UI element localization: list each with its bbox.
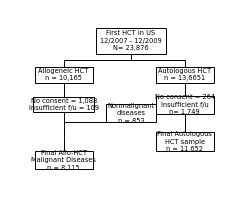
Text: No consent = 264
Insufficient f/u
n= 1,749: No consent = 264 Insufficient f/u n= 1,7… [155, 94, 215, 115]
FancyBboxPatch shape [156, 95, 214, 114]
FancyBboxPatch shape [156, 67, 214, 83]
FancyBboxPatch shape [35, 67, 93, 83]
FancyBboxPatch shape [96, 28, 166, 54]
Text: Nonmalignant
diseases
n = 853: Nonmalignant diseases n = 853 [107, 103, 155, 124]
Text: Autologous HCT
n = 13,6651: Autologous HCT n = 13,6651 [158, 68, 211, 81]
Text: No consent = 1,088
Insufficient f/u = 109: No consent = 1,088 Insufficient f/u = 10… [29, 98, 99, 111]
Text: Allogeneic HCT
n = 10,165: Allogeneic HCT n = 10,165 [38, 68, 89, 81]
FancyBboxPatch shape [106, 104, 156, 122]
Text: Final Autologous
HCT sample
n = 11,652: Final Autologous HCT sample n = 11,652 [157, 131, 212, 152]
FancyBboxPatch shape [33, 97, 94, 112]
FancyBboxPatch shape [156, 132, 214, 151]
Text: First HCT in US
12/2007 - 12/2009
N= 23,876: First HCT in US 12/2007 - 12/2009 N= 23,… [100, 30, 162, 51]
Text: Final Allo-HCT
Malignant Diseases
n = 8,115: Final Allo-HCT Malignant Diseases n = 8,… [31, 150, 96, 171]
FancyBboxPatch shape [35, 151, 93, 169]
